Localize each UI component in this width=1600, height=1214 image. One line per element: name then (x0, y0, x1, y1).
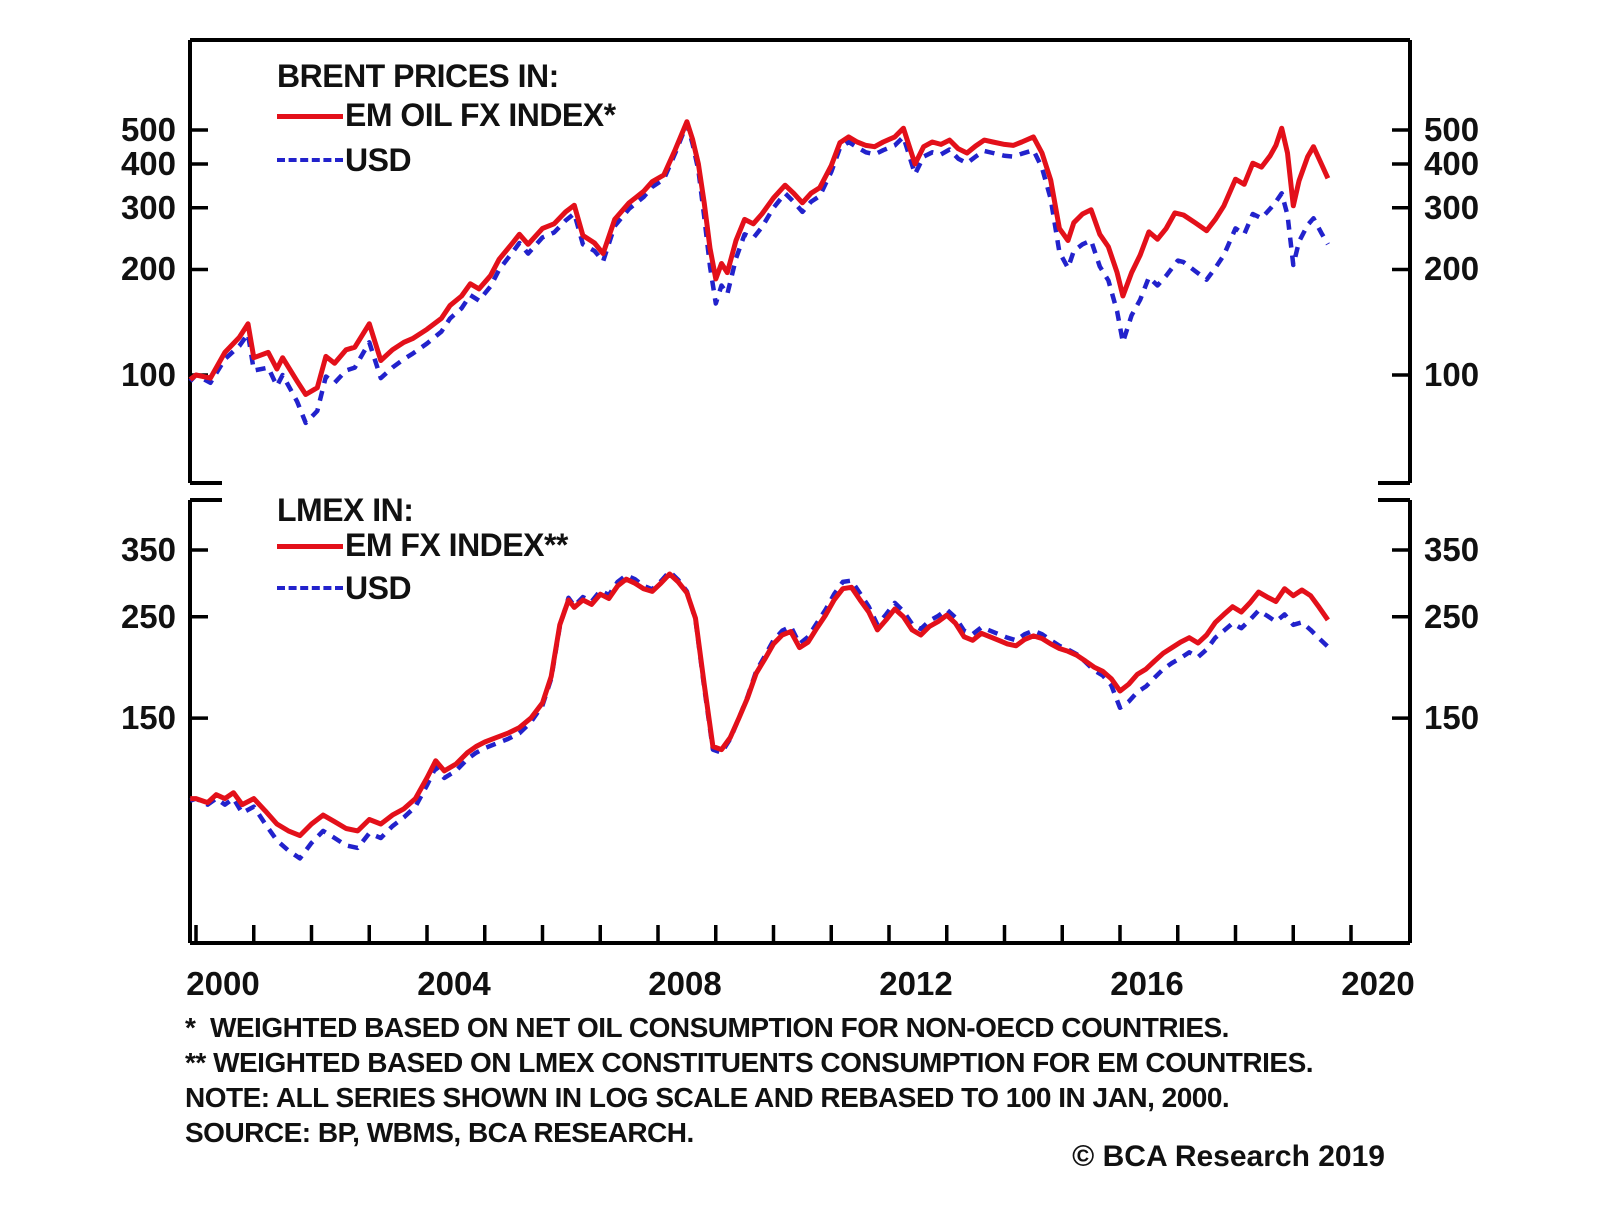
ytick-label-right-350: 350 (1424, 530, 1480, 568)
xtick-label-2008: 2008 (648, 965, 722, 1002)
legend-top-series2-label: USD (345, 142, 412, 178)
ytick-label-right-150: 150 (1424, 699, 1480, 737)
footnote-2: ** WEIGHTED BASED ON LMEX CONSTITUENTS C… (185, 1047, 1314, 1078)
xtick-label-2020: 2020 (1341, 965, 1415, 1002)
footnote-3: NOTE: ALL SERIES SHOWN IN LOG SCALE AND … (185, 1082, 1230, 1113)
series-line-usd (188, 121, 1330, 426)
ytick-label-left-350: 350 (120, 530, 176, 568)
red-solid-line-sample (277, 114, 343, 119)
xtick-label-2016: 2016 (1110, 965, 1184, 1002)
ytick-label-left-200: 200 (120, 250, 176, 288)
ytick-label-left-100: 100 (120, 356, 176, 393)
legend-bottom-series2-label: USD (345, 570, 412, 606)
series-line-usd (189, 569, 1330, 861)
ytick-label-right-100: 100 (1424, 356, 1480, 393)
series-line-em-oil-fx-index- (188, 119, 1331, 397)
legend-bottom-title: LMEX IN: (277, 492, 414, 528)
blue-dashed-line-sample (277, 158, 343, 162)
ytick-label-left-300: 300 (120, 188, 176, 226)
legend-top-title: BRENT PRICES IN: (277, 58, 559, 94)
ytick-label-left-150: 150 (120, 699, 176, 737)
footnote-1: * WEIGHTED BASED ON NET OIL CONSUMPTION … (185, 1012, 1229, 1043)
red-solid-line-sample (277, 544, 343, 549)
ytick-label-right-500: 500 (1424, 111, 1480, 148)
ytick-label-left-400: 400 (120, 144, 176, 182)
ytick-label-right-300: 300 (1424, 188, 1480, 226)
legend-top-series1-label: EM OIL FX INDEX* (345, 97, 616, 133)
xtick-label-2012: 2012 (879, 965, 953, 1002)
ytick-label-right-400: 400 (1424, 144, 1480, 182)
xtick-label-2004: 2004 (417, 965, 491, 1002)
ytick-label-right-200: 200 (1424, 250, 1480, 288)
legend-bottom-series1-label: EM FX INDEX** (345, 527, 568, 563)
copyright-text: © BCA Research 2019 (1072, 1140, 1385, 1173)
series-line-em-fx-index- (190, 571, 1330, 839)
ytick-label-left-500: 500 (120, 111, 176, 148)
blue-dashed-line-sample (277, 586, 343, 590)
footnote-4: SOURCE: BP, WBMS, BCA RESEARCH. (185, 1117, 694, 1148)
ytick-label-right-250: 250 (1424, 597, 1480, 635)
ytick-label-left-250: 250 (120, 597, 176, 635)
xtick-label-2000: 2000 (186, 965, 260, 1002)
